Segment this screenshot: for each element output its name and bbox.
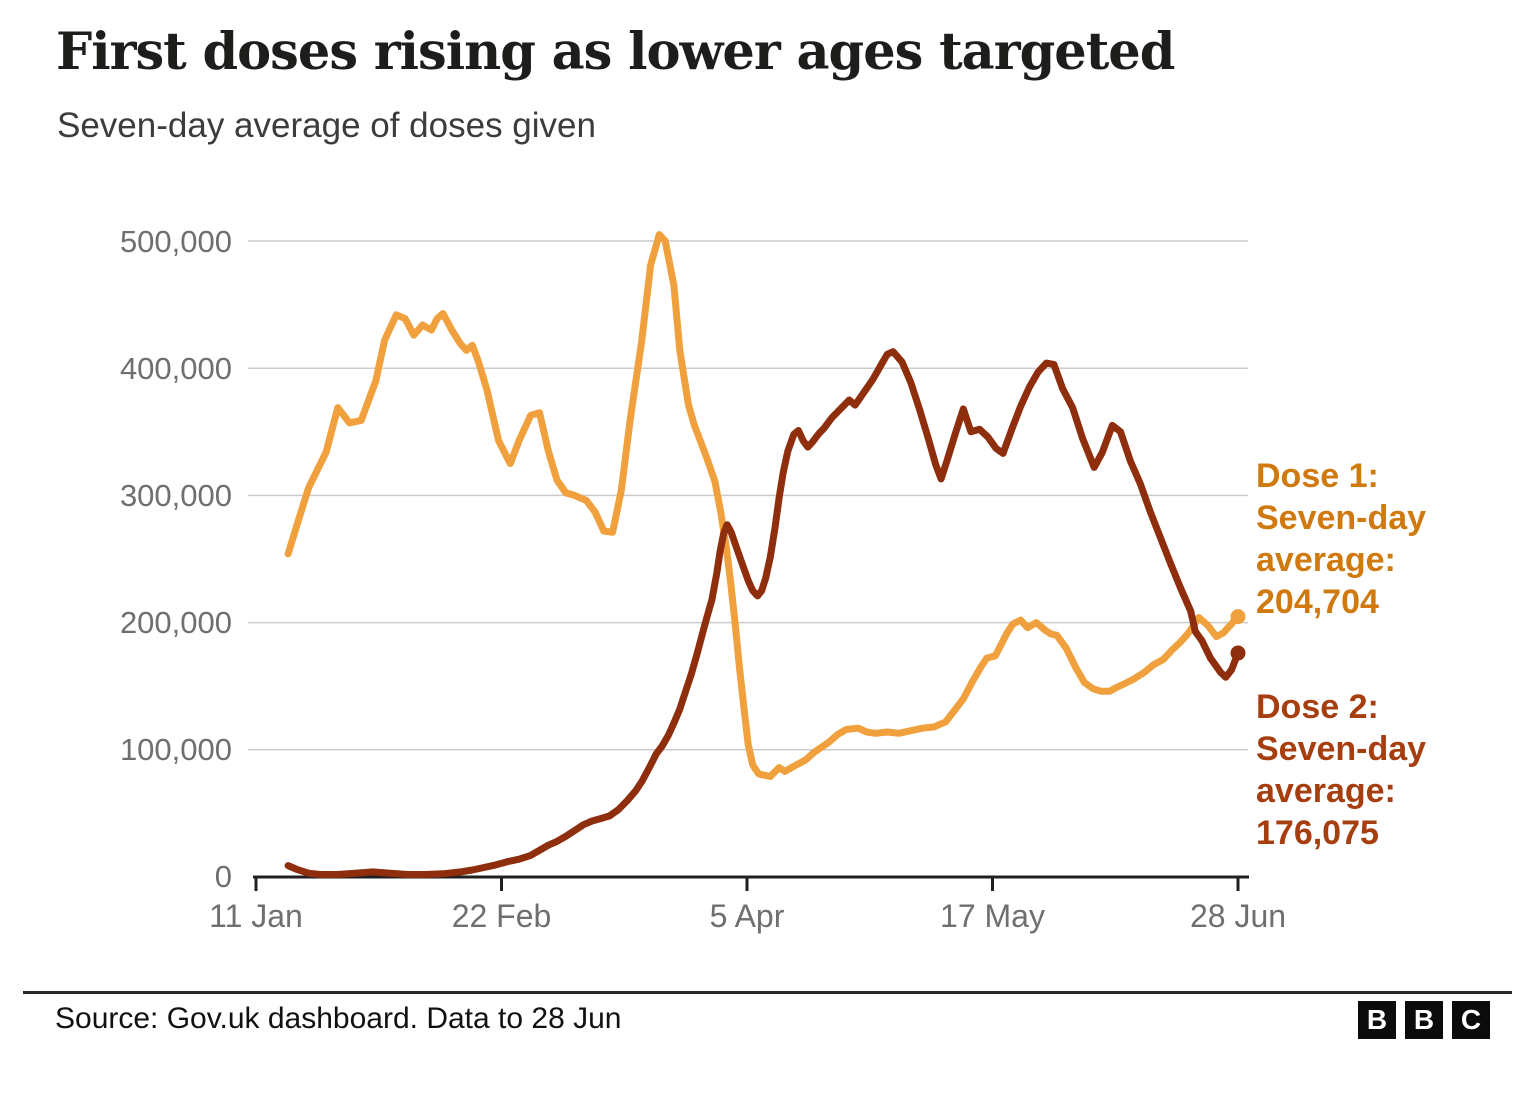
y-tick-label: 300,000 (119, 478, 232, 513)
bbc-logo-block: C (1452, 1001, 1490, 1039)
chart-subtitle: Seven-day average of doses given (57, 106, 596, 145)
x-tick-label: 17 May (940, 898, 1045, 934)
dose1-annotation: Dose 1: Seven-day average: 204,704 (1256, 457, 1427, 621)
y-tick-label: 400,000 (119, 351, 232, 386)
y-tick-label: 0 (214, 859, 232, 894)
y-tick-label: 100,000 (119, 732, 232, 767)
source-text: Source: Gov.uk dashboard. Data to 28 Jun (55, 1002, 622, 1035)
x-tick-label: 28 Jun (1189, 898, 1287, 934)
dose2-annotation: Dose 2: Seven-day average: 176,075 (1256, 688, 1427, 852)
bbc-logo-block: B (1358, 1001, 1396, 1039)
x-tick-label: 22 Feb (451, 898, 552, 934)
bbc-logo-block: B (1405, 1001, 1443, 1039)
y-tick-label: 200,000 (119, 605, 232, 640)
footer-divider (23, 991, 1512, 994)
chart-title: First doses rising as lower ages targete… (56, 22, 1175, 82)
y-tick-label: 500,000 (119, 224, 232, 259)
x-tick-label: 5 Apr (709, 898, 785, 934)
bbc-logo: B B C (1358, 1001, 1490, 1039)
x-tick-label: 11 Jan (209, 898, 303, 934)
